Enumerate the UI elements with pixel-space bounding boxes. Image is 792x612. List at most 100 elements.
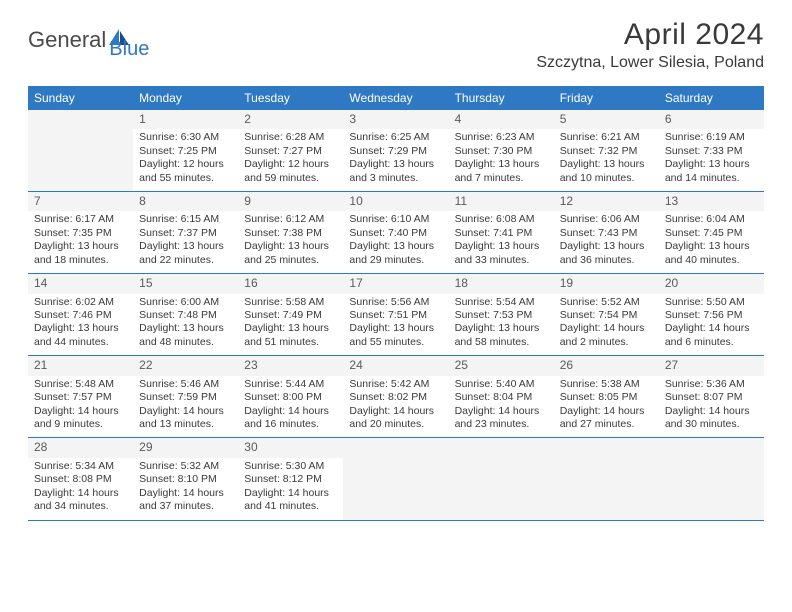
day-cell: 10Sunrise: 6:10 AMSunset: 7:40 PMDayligh…: [343, 192, 448, 273]
day-number: 10: [343, 192, 448, 211]
sunset-line: Sunset: 7:48 PM: [139, 309, 232, 322]
day-number: 8: [133, 192, 238, 211]
day-header-cell: Friday: [554, 86, 659, 110]
daylight-line-2: and 36 minutes.: [560, 254, 653, 267]
daylight-line-1: Daylight: 14 hours: [244, 487, 337, 500]
day-number: 6: [659, 110, 764, 129]
daylight-line-2: and 30 minutes.: [665, 418, 758, 431]
sunrise-line: Sunrise: 5:48 AM: [34, 378, 127, 391]
sunset-line: Sunset: 7:59 PM: [139, 391, 232, 404]
day-number: 24: [343, 356, 448, 375]
day-header-cell: Wednesday: [343, 86, 448, 110]
day-number: 11: [449, 192, 554, 211]
sunrise-line: Sunrise: 5:42 AM: [349, 378, 442, 391]
sunrise-line: Sunrise: 6:17 AM: [34, 213, 127, 226]
header: General Blue April 2024 Szczytna, Lower …: [0, 0, 792, 80]
daylight-line-1: Daylight: 13 hours: [244, 240, 337, 253]
sunset-line: Sunset: 7:33 PM: [665, 145, 758, 158]
daylight-line-2: and 33 minutes.: [455, 254, 548, 267]
daylight-line-1: Daylight: 13 hours: [34, 322, 127, 335]
daylight-line-2: and 2 minutes.: [560, 336, 653, 349]
daylight-line-1: Daylight: 13 hours: [455, 158, 548, 171]
sunrise-line: Sunrise: 5:30 AM: [244, 460, 337, 473]
sunset-line: Sunset: 8:04 PM: [455, 391, 548, 404]
sunrise-line: Sunrise: 6:21 AM: [560, 131, 653, 144]
day-number: 14: [28, 274, 133, 293]
day-header-cell: Saturday: [659, 86, 764, 110]
day-cell: 22Sunrise: 5:46 AMSunset: 7:59 PMDayligh…: [133, 356, 238, 437]
day-number: 20: [659, 274, 764, 293]
logo-text-blue: Blue: [109, 38, 149, 61]
day-number: 30: [238, 438, 343, 457]
day-number: 1: [133, 110, 238, 129]
day-header-cell: Tuesday: [238, 86, 343, 110]
daylight-line-1: Daylight: 13 hours: [34, 240, 127, 253]
day-cell: 19Sunrise: 5:52 AMSunset: 7:54 PMDayligh…: [554, 274, 659, 355]
day-number: 21: [28, 356, 133, 375]
daylight-line-1: Daylight: 12 hours: [139, 158, 232, 171]
day-cell: 29Sunrise: 5:32 AMSunset: 8:10 PMDayligh…: [133, 438, 238, 519]
day-cell: 15Sunrise: 6:00 AMSunset: 7:48 PMDayligh…: [133, 274, 238, 355]
sunset-line: Sunset: 8:00 PM: [244, 391, 337, 404]
sunset-line: Sunset: 7:30 PM: [455, 145, 548, 158]
daylight-line-2: and 25 minutes.: [244, 254, 337, 267]
day-cell: 26Sunrise: 5:38 AMSunset: 8:05 PMDayligh…: [554, 356, 659, 437]
day-cell: 20Sunrise: 5:50 AMSunset: 7:56 PMDayligh…: [659, 274, 764, 355]
daylight-line-2: and 20 minutes.: [349, 418, 442, 431]
day-header-cell: Monday: [133, 86, 238, 110]
sunset-line: Sunset: 7:54 PM: [560, 309, 653, 322]
day-number: 28: [28, 438, 133, 457]
sunrise-line: Sunrise: 5:54 AM: [455, 296, 548, 309]
day-cell: 11Sunrise: 6:08 AMSunset: 7:41 PMDayligh…: [449, 192, 554, 273]
day-number: 5: [554, 110, 659, 129]
sunrise-line: Sunrise: 6:23 AM: [455, 131, 548, 144]
sunrise-line: Sunrise: 6:06 AM: [560, 213, 653, 226]
sunset-line: Sunset: 8:10 PM: [139, 473, 232, 486]
sunset-line: Sunset: 7:49 PM: [244, 309, 337, 322]
sunset-line: Sunset: 8:07 PM: [665, 391, 758, 404]
day-cell: 9Sunrise: 6:12 AMSunset: 7:38 PMDaylight…: [238, 192, 343, 273]
sunrise-line: Sunrise: 6:19 AM: [665, 131, 758, 144]
day-number: 18: [449, 274, 554, 293]
day-cell: 30Sunrise: 5:30 AMSunset: 8:12 PMDayligh…: [238, 438, 343, 519]
daylight-line-1: Daylight: 14 hours: [455, 405, 548, 418]
daylight-line-1: Daylight: 14 hours: [34, 405, 127, 418]
day-number: 26: [554, 356, 659, 375]
sunrise-line: Sunrise: 6:30 AM: [139, 131, 232, 144]
daylight-line-1: Daylight: 14 hours: [349, 405, 442, 418]
daylight-line-1: Daylight: 13 hours: [139, 322, 232, 335]
sunset-line: Sunset: 7:51 PM: [349, 309, 442, 322]
sunrise-line: Sunrise: 6:15 AM: [139, 213, 232, 226]
day-number: 4: [449, 110, 554, 129]
month-title: April 2024: [536, 18, 764, 52]
daylight-line-2: and 55 minutes.: [349, 336, 442, 349]
day-number: 29: [133, 438, 238, 457]
sunset-line: Sunset: 7:25 PM: [139, 145, 232, 158]
daylight-line-2: and 59 minutes.: [244, 172, 337, 185]
sunrise-line: Sunrise: 5:58 AM: [244, 296, 337, 309]
daylight-line-2: and 10 minutes.: [560, 172, 653, 185]
daylight-line-2: and 27 minutes.: [560, 418, 653, 431]
sunrise-line: Sunrise: 6:25 AM: [349, 131, 442, 144]
day-cell-empty: [449, 438, 554, 519]
daylight-line-1: Daylight: 13 hours: [139, 240, 232, 253]
daylight-line-2: and 37 minutes.: [139, 500, 232, 513]
day-cell: 21Sunrise: 5:48 AMSunset: 7:57 PMDayligh…: [28, 356, 133, 437]
sunset-line: Sunset: 8:05 PM: [560, 391, 653, 404]
daylight-line-2: and 44 minutes.: [34, 336, 127, 349]
location-subtitle: Szczytna, Lower Silesia, Poland: [536, 54, 764, 72]
daylight-line-1: Daylight: 14 hours: [244, 405, 337, 418]
daylight-line-2: and 9 minutes.: [34, 418, 127, 431]
day-number: 16: [238, 274, 343, 293]
day-number: 19: [554, 274, 659, 293]
daylight-line-2: and 29 minutes.: [349, 254, 442, 267]
day-cell: 27Sunrise: 5:36 AMSunset: 8:07 PMDayligh…: [659, 356, 764, 437]
sunrise-line: Sunrise: 5:44 AM: [244, 378, 337, 391]
daylight-line-1: Daylight: 14 hours: [560, 322, 653, 335]
daylight-line-1: Daylight: 13 hours: [349, 322, 442, 335]
day-number: 22: [133, 356, 238, 375]
day-cell: 24Sunrise: 5:42 AMSunset: 8:02 PMDayligh…: [343, 356, 448, 437]
day-number: 9: [238, 192, 343, 211]
sunset-line: Sunset: 7:29 PM: [349, 145, 442, 158]
daylight-line-1: Daylight: 14 hours: [34, 487, 127, 500]
